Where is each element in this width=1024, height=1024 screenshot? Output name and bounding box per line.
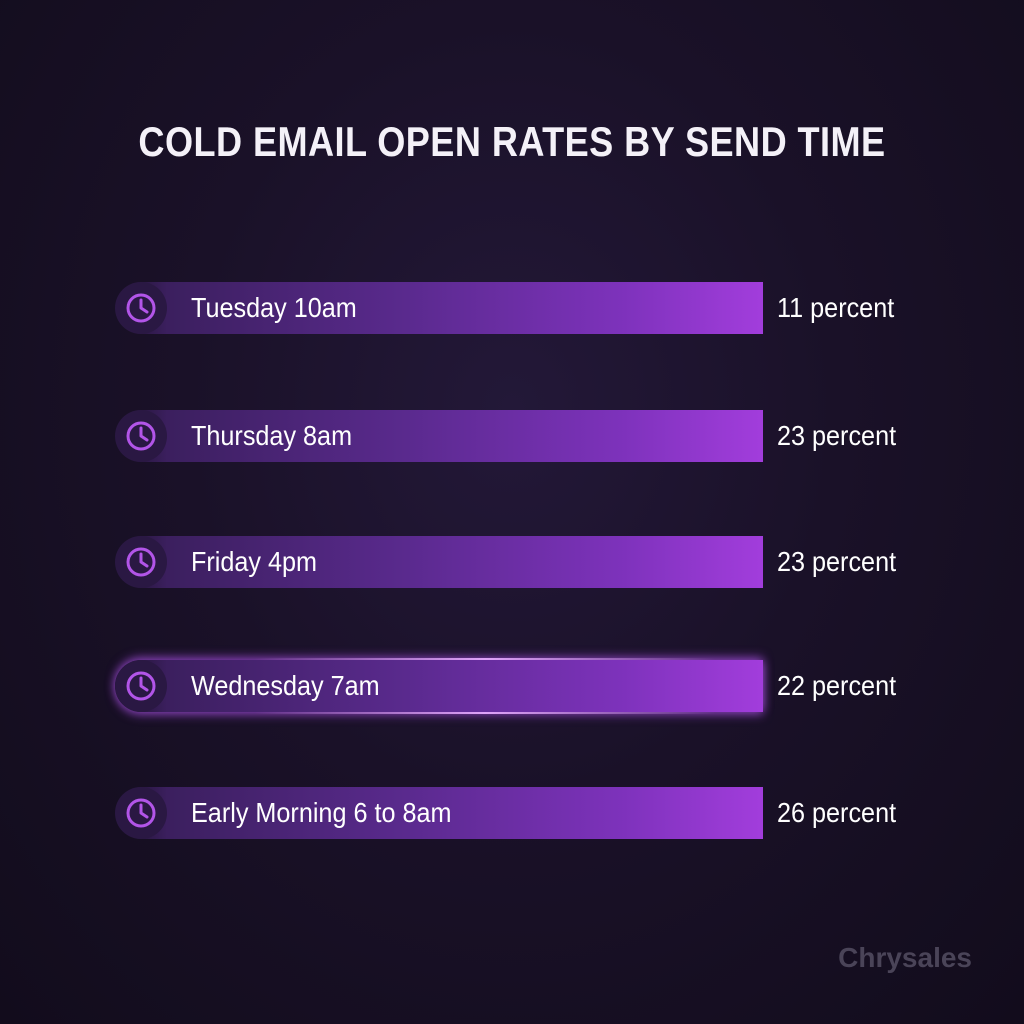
category-label: Friday 4pm [191,546,318,577]
value-label: 26 percent [777,797,897,828]
watermark: Chrysales [838,942,972,973]
bar [115,660,763,712]
value-label: 22 percent [777,670,897,701]
clock-icon [115,282,167,334]
category-label: Wednesday 7am [191,670,380,701]
value-label: 11 percent [777,292,895,323]
highlight-glow-bottom [255,712,715,714]
clock-icon [115,410,167,462]
bar-row: Early Morning 6 to 8am 26 percent [115,787,915,839]
bar [115,787,763,839]
clock-icon [115,536,167,588]
category-label: Early Morning 6 to 8am [191,797,452,828]
value-label: 23 percent [777,420,897,451]
bar-row: Tuesday 10am 11 percent [115,282,915,334]
bar [115,282,763,334]
category-label: Tuesday 10am [191,292,357,323]
clock-icon [115,787,167,839]
bar-row: Thursday 8am 23 percent [115,410,915,462]
category-label: Thursday 8am [191,420,353,451]
bar-row: Friday 4pm 23 percent [115,536,915,588]
bar [115,410,763,462]
value-label: 23 percent [777,546,897,577]
clock-icon [115,660,167,712]
highlight-glow-top [255,658,715,660]
chart-title: COLD EMAIL OPEN RATES BY SEND TIME [138,118,886,165]
bar-row: Wednesday 7am 22 percent [115,658,915,714]
bar [115,536,763,588]
